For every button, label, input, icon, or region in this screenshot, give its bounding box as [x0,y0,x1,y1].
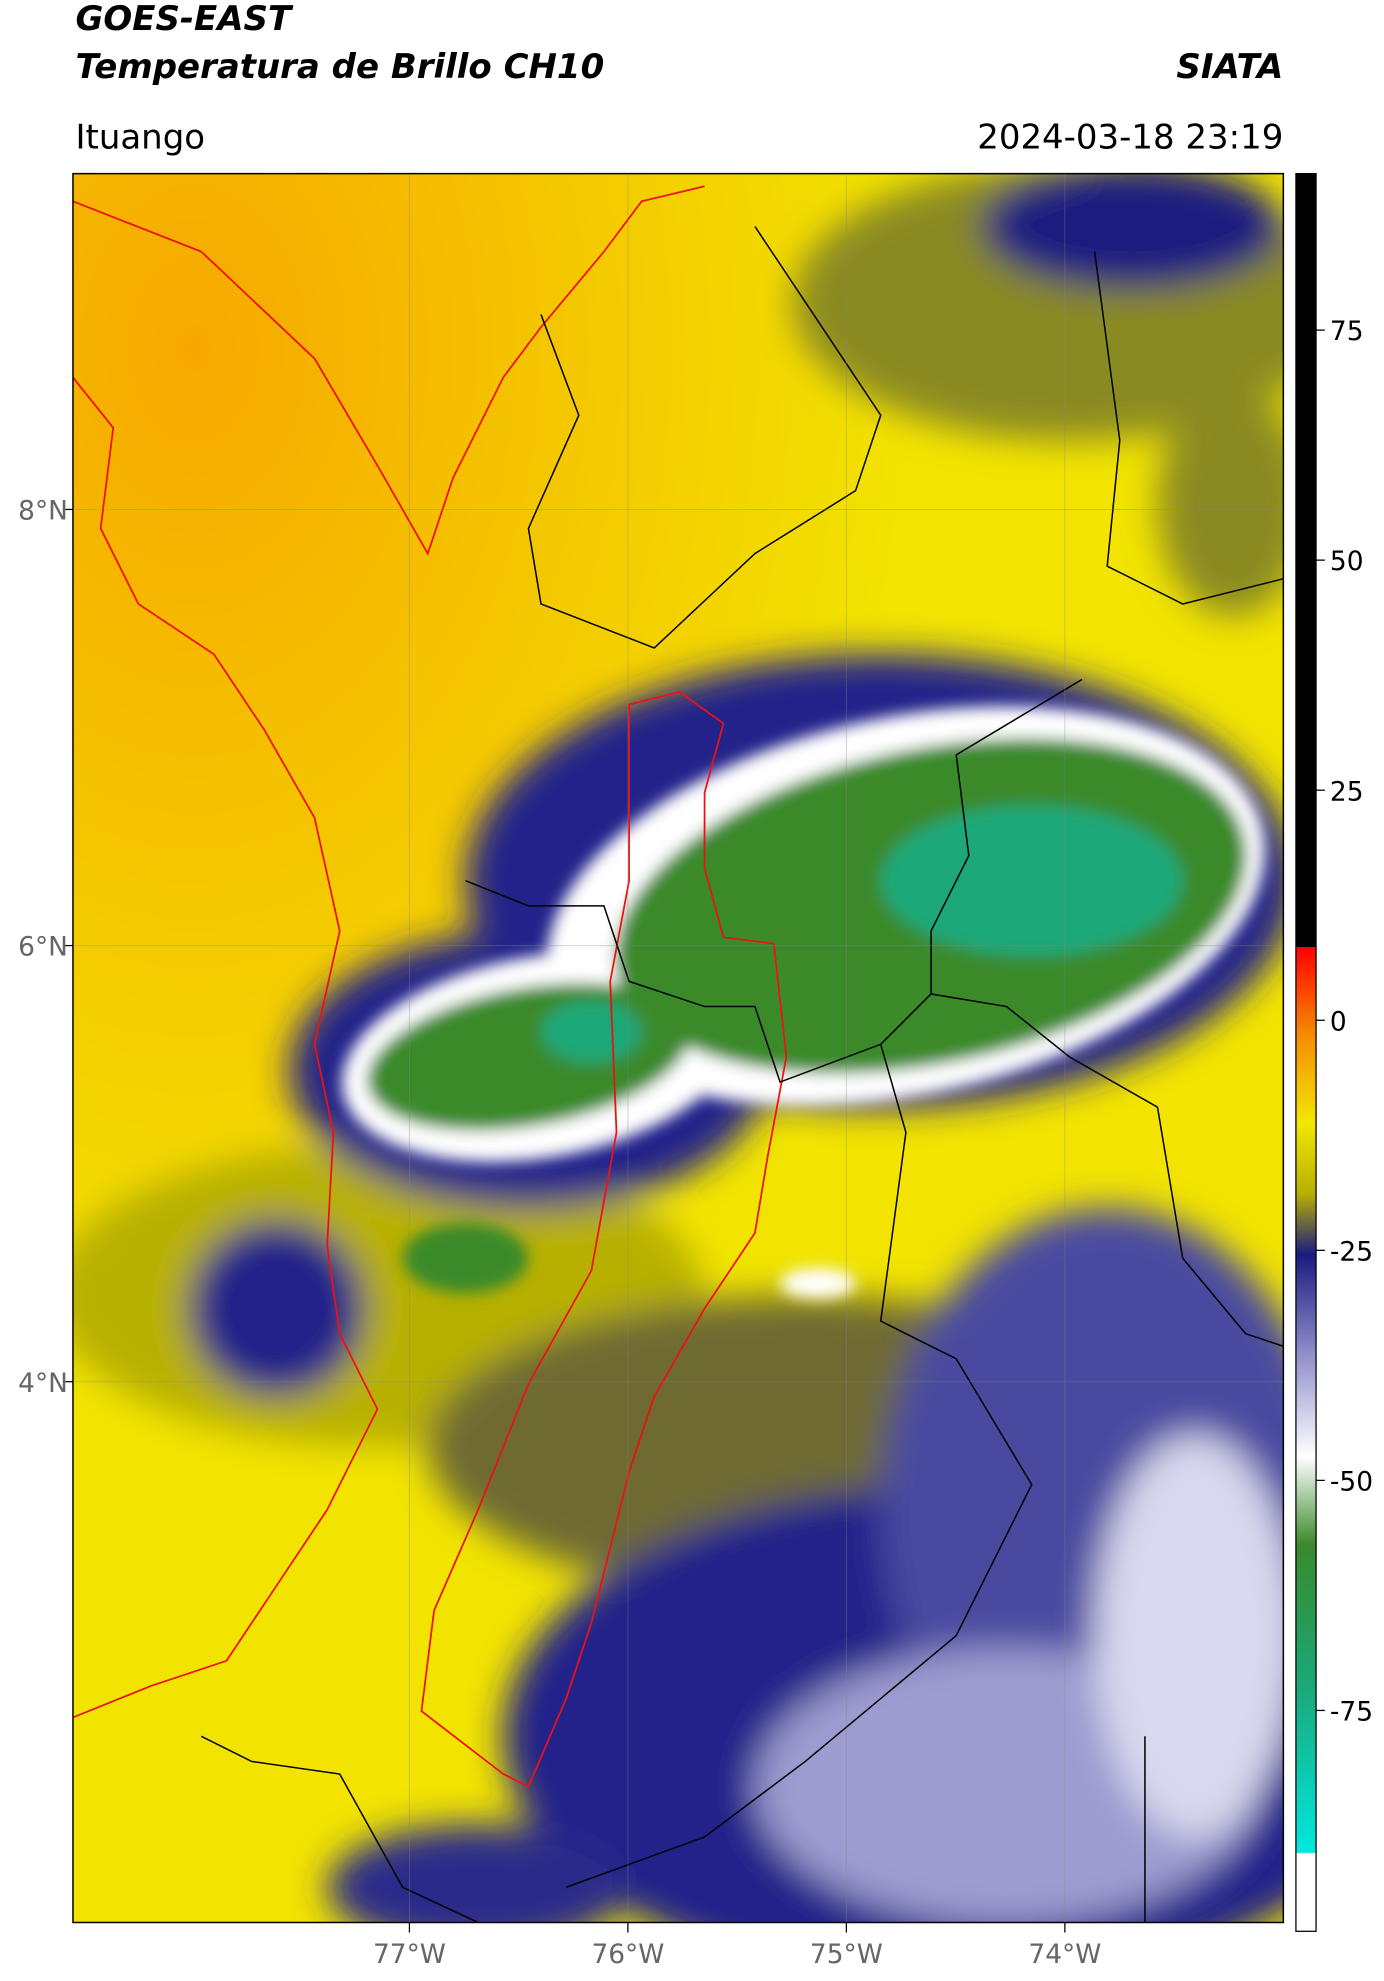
colorbar [1295,172,1317,1932]
location: Ituango [75,117,205,157]
x-tick-label: 75°W [810,1939,883,1970]
y-tick-label: 6°N [18,932,68,963]
y-tick-label: 8°N [18,496,68,527]
colorbar-tick-label: -75 [1330,1697,1373,1728]
timestamp: 2024-03-18 23:19 [977,117,1283,157]
source: SIATA [1176,47,1283,87]
colorbar-tick-label: 50 [1330,546,1364,577]
x-tick-label: 76°W [591,1939,664,1970]
map-frame [72,172,1285,1924]
x-tick-label: 74°W [1028,1939,1101,1970]
title: GOES-EAST [75,0,293,39]
colorbar-tick-label: 75 [1330,316,1364,347]
satellite-image [72,173,1284,1923]
y-tick-label: 4°N [18,1368,68,1399]
colorbar-tick-label: -50 [1330,1466,1373,1497]
colorbar-tick-label: -25 [1330,1236,1373,1267]
subtitle: Temperatura de Brillo CH10 [75,47,604,87]
colorbar-tick-label: 0 [1330,1006,1347,1037]
x-tick-label: 77°W [373,1939,446,1970]
colorbar-tick-label: 25 [1330,776,1364,807]
